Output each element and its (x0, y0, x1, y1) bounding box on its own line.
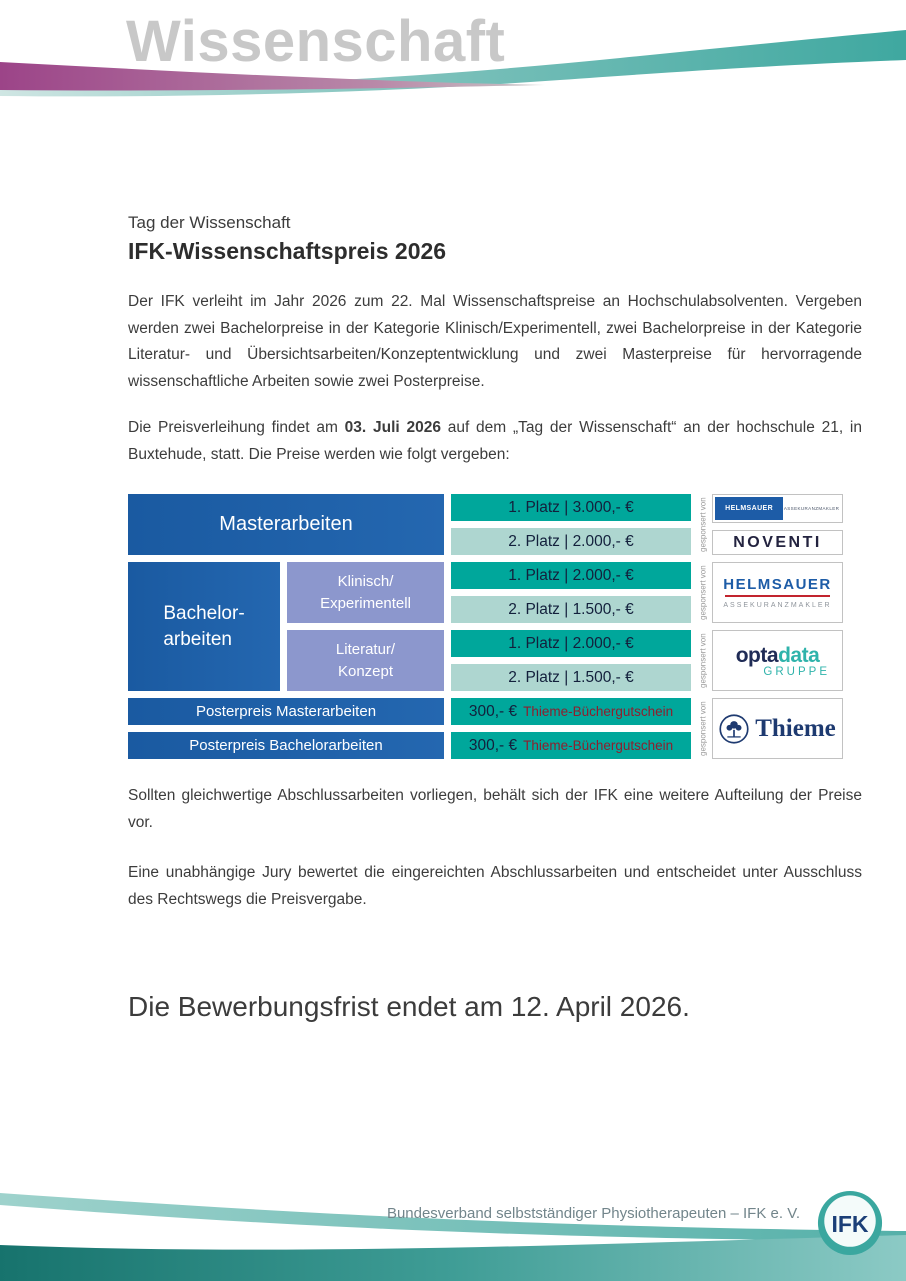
poster-bachelor-desc: Thieme-Büchergutschein (523, 738, 674, 753)
category-label-master: Masterarbeiten (219, 513, 353, 535)
page-title: Wissenschaft (126, 9, 506, 74)
intro-paragraph-2-pre: Die Preisverleihung findet am (128, 419, 345, 436)
category-bachelorarbeiten: Bachelor-arbeiten (128, 562, 280, 691)
optadata-wordmark-opta: opta (735, 643, 779, 667)
prize-literatur-1: 1. Platz | 2.000,- € (451, 630, 691, 657)
optadata-wordmark-data: data (778, 643, 820, 667)
sponsored-by-label: gesponsert von (698, 633, 708, 688)
posterpreis-master-bar: Posterpreis Masterarbeiten (128, 698, 444, 725)
intro-paragraph-1: Der IFK verleiht im Jahr 2026 zum 22. Ma… (128, 293, 862, 390)
thieme-logo: Thieme (712, 698, 843, 759)
posterpreis-bachelor-prize: 300,- € Thieme-Büchergutschein (451, 732, 691, 759)
sponsored-by-label: gesponsert von (698, 701, 708, 756)
helmsauer-logo: HELMSAUER ASSEKURANZMAKLER (712, 562, 843, 623)
sponsor-block-thieme: gesponsert von Thieme (698, 698, 843, 759)
subcategory-literatur-line1: Literatur/ (335, 640, 396, 658)
helmsauer-red-rule (724, 595, 831, 597)
prize-klinisch-1: 1. Platz | 2.000,- € (451, 562, 691, 589)
thieme-wordmark: Thieme (755, 714, 836, 742)
sponsored-by-label: gesponsert von (698, 497, 708, 552)
ifk-logo-text: IFK (831, 1210, 869, 1237)
poster-bachelor-amount: 300,- € (468, 736, 518, 754)
sponsor-block-optadata: gesponsert von optadata GRUPPE (698, 630, 843, 691)
optadata-logo: optadata GRUPPE (712, 630, 843, 691)
prize-master-2: 2. Platz | 2.000,- € (451, 528, 691, 555)
page-footer: Bundesverband selbstständiger Physiother… (0, 1181, 906, 1281)
document-body: Tag der Wissenschaft IFK-Wissenschaftspr… (128, 213, 862, 1023)
helmsauer-wordmark-small: HELMSAUER (715, 497, 784, 520)
prize-master-1: 1. Platz | 3.000,- € (451, 494, 691, 521)
intro-paragraph-2-post: auf dem „Tag der Wissenschaft“ an der ho… (128, 419, 862, 463)
page-header: Wissenschaft (0, 0, 906, 120)
footer-swoosh (0, 1193, 906, 1281)
poster-master-amount: 300,- € (468, 702, 518, 720)
helmsauer-subline: ASSEKURANZMAKLER (723, 602, 832, 609)
helmsauer-logo-small: HELMSAUER ASSEKURANZMAKLER (712, 494, 843, 523)
subcategory-klinisch-line1: Klinisch/ (337, 572, 394, 590)
category-label-bachelor-line2: arbeiten (163, 628, 232, 650)
ifk-logo: IFK (816, 1189, 884, 1257)
subcategory-klinisch-line2: Experimentell (320, 594, 411, 612)
noventi-logo: NOVENTI (712, 530, 843, 555)
subcategory-literatur-line2: Konzept (337, 662, 394, 680)
helmsauer-subline-small: ASSEKURANZMAKLER (783, 506, 840, 511)
deadline-statement: Die Bewerbungsfrist endet am 12. April 2… (128, 991, 690, 1022)
sponsored-by-label: gesponsert von (698, 565, 708, 620)
optadata-subline: GRUPPE (763, 665, 830, 678)
subcategory-klinisch-experimentell: Klinisch/Experimentell (287, 562, 444, 623)
document-title: IFK-Wissenschaftspreis 2026 (128, 238, 447, 264)
outro-paragraph-1: Sollten gleichwertige Abschlussarbeiten … (128, 787, 862, 831)
ifk-logo-circle (817, 1190, 883, 1256)
category-label-bachelor-line1: Bachelor- (163, 602, 245, 624)
poster-master-desc: Thieme-Büchergutschein (523, 704, 674, 719)
sponsor-block-helmsauer: gesponsert von HELMSAUER ASSEKURANZMAKLE… (698, 562, 843, 623)
award-date: 03. Juli 2026 (344, 419, 441, 436)
section-kicker: Tag der Wissenschaft (128, 213, 291, 232)
header-swoosh (0, 30, 906, 97)
category-masterarbeiten: Masterarbeiten (128, 494, 444, 555)
prize-table: Masterarbeiten 1. Platz | 3.000,- € 2. P… (128, 494, 843, 759)
footer-organization: Bundesverband selbstständiger Physiother… (386, 1205, 800, 1222)
posterpreis-bachelor-bar: Posterpreis Bachelorarbeiten (128, 732, 444, 759)
posterpreis-master-prize: 300,- € Thieme-Büchergutschein (451, 698, 691, 725)
subcategory-literatur-konzept: Literatur/Konzept (287, 630, 444, 691)
helmsauer-wordmark: HELMSAUER (723, 576, 832, 593)
sponsor-block-master: gesponsert von HELMSAUER ASSEKURANZMAKLE… (698, 494, 843, 555)
prize-literatur-2: 2. Platz | 1.500,- € (451, 664, 691, 691)
intro-paragraph-2: Die Preisverleihung findet am 03. Juli 2… (128, 415, 862, 468)
prize-klinisch-2: 2. Platz | 1.500,- € (451, 596, 691, 623)
outro-paragraph-2: Eine unabhängige Jury bewertet die einge… (128, 864, 862, 908)
thieme-tree-icon (719, 713, 749, 744)
